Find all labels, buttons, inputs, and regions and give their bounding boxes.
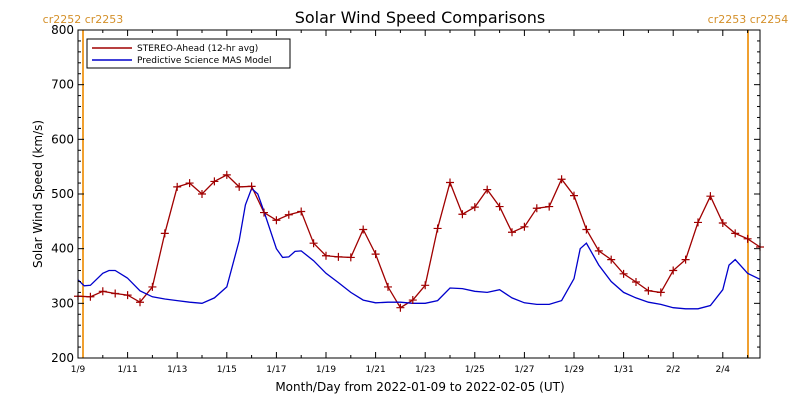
data-point-stereo	[470, 203, 479, 212]
data-point-stereo	[532, 204, 541, 213]
x-tick-label: 1/17	[266, 365, 286, 375]
data-point-stereo	[743, 234, 752, 243]
data-point-stereo	[508, 228, 516, 237]
data-point-stereo	[557, 175, 566, 184]
x-axis: 1/9 1/11 1/13 1/15 1/17 1/19 1/21 1/23 1/25 1/27 1…	[71, 30, 749, 375]
y-tick-label: 400	[51, 242, 74, 256]
data-point-stereo	[210, 177, 219, 186]
data-point-stereo	[421, 281, 430, 290]
x-tick-label: 1/19	[316, 365, 336, 375]
x-tick-label: 1/29	[564, 365, 584, 375]
legend-label-stereo: STEREO-Ahead (12-hr avg)	[137, 44, 258, 54]
data-point-stereo	[136, 298, 144, 307]
series-lines	[77, 174, 761, 310]
data-point-stereo	[185, 179, 194, 188]
data-point-stereo	[247, 182, 256, 191]
data-point-stereo	[222, 170, 231, 179]
data-point-stereo	[607, 255, 616, 264]
data-point-stereo	[111, 289, 120, 298]
data-point-stereo	[495, 202, 504, 211]
data-point-stereo	[483, 185, 492, 194]
data-point-stereo	[123, 291, 132, 300]
data-point-stereo	[669, 266, 678, 275]
data-point-stereo	[173, 182, 182, 191]
data-point-stereo	[520, 222, 529, 231]
x-tick-label: 1/23	[415, 365, 435, 375]
data-point-stereo	[570, 191, 578, 200]
data-point-stereo	[619, 269, 628, 278]
x-tick-label: 1/21	[365, 365, 385, 375]
data-point-stereo	[297, 207, 306, 216]
legend: STEREO-Ahead (12-hr avg) Predictive Scie…	[86, 38, 291, 69]
data-point-stereo	[458, 210, 467, 219]
x-tick-label: 1/25	[465, 365, 485, 375]
data-point-stereo	[371, 250, 380, 259]
legend-box	[86, 38, 291, 69]
x-tick-label: 1/31	[613, 365, 633, 375]
legend-label-model: Predictive Science MAS Model	[137, 56, 272, 66]
data-point-stereo	[260, 208, 268, 217]
data-point-stereo	[706, 192, 715, 201]
data-point-stereo	[86, 292, 95, 301]
data-point-stereo	[694, 218, 702, 227]
data-point-stereo	[359, 225, 368, 234]
data-point-stereo	[582, 225, 591, 234]
data-point-stereo	[731, 229, 740, 238]
data-point-stereo	[433, 224, 442, 233]
data-point-stereo	[284, 210, 293, 219]
data-point-stereo	[656, 288, 665, 297]
rotation-label-right: cr2253 cr2254	[708, 13, 789, 26]
x-tick-label: 1/11	[117, 365, 137, 375]
data-point-stereo	[545, 202, 554, 211]
y-tick-label: 300	[51, 296, 74, 310]
data-point-stereo	[98, 287, 107, 296]
chart-title: Solar Wind Speed Comparisons	[295, 8, 546, 27]
y-tick-label: 800	[51, 23, 74, 37]
x-tick-label: 2/4	[716, 365, 731, 375]
data-point-stereo	[346, 253, 355, 262]
y-axis: 200 300 400 500 600 700 800	[51, 23, 760, 365]
x-tick-label: 1/27	[514, 365, 534, 375]
data-point-stereo	[160, 229, 169, 238]
series-line-model	[77, 187, 761, 310]
y-axis-label: Solar Wind Speed (km/s)	[31, 120, 45, 268]
rotation-label-left: cr2252 cr2253	[43, 13, 124, 26]
data-point-stereo	[446, 178, 454, 187]
y-tick-label: 200	[51, 351, 74, 365]
data-point-stereo	[309, 239, 318, 248]
data-point-stereo	[396, 303, 405, 312]
data-point-stereo	[718, 218, 727, 227]
data-point-stereo	[322, 251, 330, 260]
series-line-stereo	[77, 174, 761, 309]
y-tick-label: 700	[51, 78, 74, 92]
data-point-stereo	[272, 216, 281, 225]
x-tick-label: 2/2	[666, 365, 680, 375]
data-point-stereo	[644, 286, 653, 295]
x-tick-label: 1/15	[217, 365, 237, 375]
x-axis-label: Month/Day from 2022-01-09 to 2022-02-05 …	[275, 380, 564, 394]
y-tick-label: 500	[51, 187, 74, 201]
data-point-stereo	[235, 182, 244, 191]
data-point-stereo	[408, 296, 417, 305]
data-point-stereo	[632, 278, 640, 287]
y-tick-label: 600	[51, 132, 74, 146]
data-point-stereo	[594, 246, 603, 255]
data-point-stereo	[198, 190, 206, 198]
x-tick-label: 1/13	[167, 365, 187, 375]
data-point-stereo	[681, 255, 690, 264]
data-point-stereo	[148, 282, 157, 291]
x-tick-label: 1/9	[71, 365, 86, 375]
data-point-stereo	[334, 252, 343, 261]
data-point-stereo	[384, 282, 392, 291]
